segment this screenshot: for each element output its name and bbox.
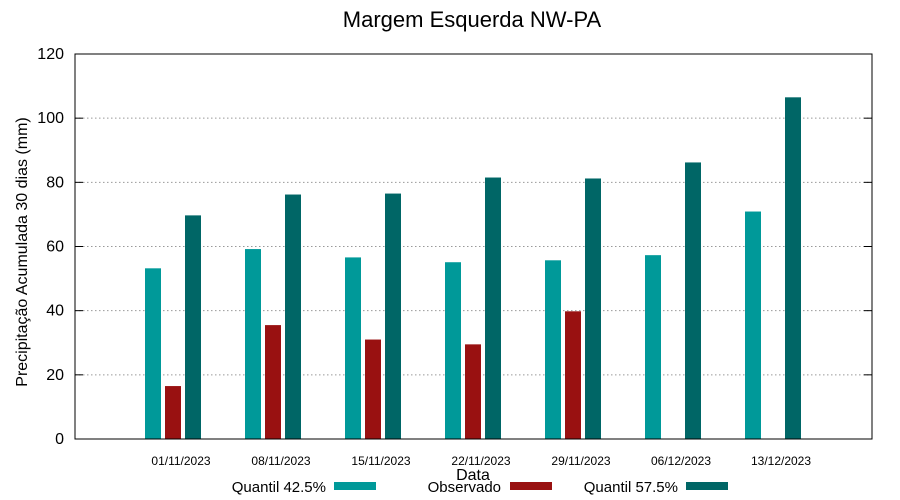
bar <box>445 262 461 439</box>
legend-swatch <box>686 482 728 490</box>
legend-swatch <box>334 482 376 490</box>
bar <box>365 339 381 439</box>
bar <box>645 255 661 439</box>
legend-label: Quantil 57.5% <box>584 479 678 496</box>
bar <box>285 194 301 439</box>
y-tick-label: 60 <box>46 239 64 256</box>
x-tick-label: 15/11/2023 <box>351 454 410 468</box>
bar <box>185 215 201 439</box>
bar <box>245 249 261 439</box>
x-tick-label: 22/11/2023 <box>451 454 510 468</box>
grid-lines <box>75 117 872 376</box>
y-tick-label: 20 <box>46 367 64 384</box>
bar <box>465 344 481 439</box>
x-axis-label: Data <box>456 467 490 484</box>
bar <box>545 260 561 439</box>
bar <box>585 178 601 439</box>
x-axis: 01/11/2023 08/11/2023 15/11/2023 22/11/2023… <box>151 454 811 468</box>
x-tick-label: 29/11/2023 <box>551 454 610 468</box>
x-tick-label: 06/12/2023 <box>651 454 711 468</box>
bar <box>565 311 581 439</box>
x-tick-label: 01/11/2023 <box>151 454 210 468</box>
y-axis-label: Precipitação Acumulada 30 dias (mm) <box>14 117 31 386</box>
y-axis: 0 20 40 60 80 100 120 <box>37 46 872 448</box>
bar <box>345 257 361 439</box>
legend-label: Observado <box>428 479 501 496</box>
bar <box>385 193 401 439</box>
bars <box>145 97 801 440</box>
bar <box>145 268 161 439</box>
chart-title: Margem Esquerda NW-PA <box>343 7 602 32</box>
y-tick-label: 40 <box>46 303 64 320</box>
bar <box>685 162 701 440</box>
x-tick-label: 13/12/2023 <box>751 454 811 468</box>
bar <box>265 325 281 439</box>
legend-label: Quantil 42.5% <box>232 479 326 496</box>
legend-swatch <box>510 482 552 490</box>
x-tick-label: 08/11/2023 <box>251 454 310 468</box>
legend: Quantil 42.5% Observado Quantil 57.5% <box>232 479 728 496</box>
y-tick-label: 100 <box>37 110 64 127</box>
bar <box>165 386 181 439</box>
y-tick-label: 80 <box>46 174 64 191</box>
y-tick-label: 120 <box>37 46 64 63</box>
bar <box>785 97 801 439</box>
bar <box>745 211 761 439</box>
bar <box>485 177 501 440</box>
y-tick-label: 0 <box>55 431 64 448</box>
